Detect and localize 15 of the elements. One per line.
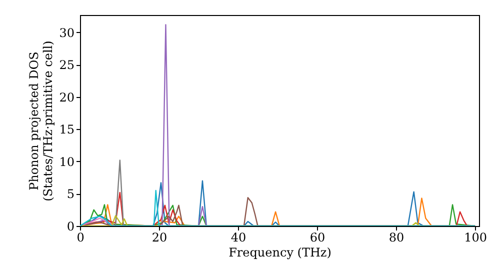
x-tick-label: 100 (464, 230, 488, 244)
y-tick-label: 15 (59, 122, 74, 137)
y-tick-label: 25 (59, 58, 74, 72)
x-tick-label: 20 (152, 230, 168, 244)
y-axis-title: Phonon projected DOS (States/THz·primitive cell) (27, 40, 56, 202)
x-tick-label: 0 (76, 230, 84, 244)
y-tick-label: 10 (59, 154, 74, 169)
y-tick-label: 0 (66, 220, 74, 234)
y-tick-label: 5 (66, 187, 74, 202)
x-axis-title: Frequency (THz) (228, 246, 332, 260)
x-tick-label: 40 (230, 230, 246, 244)
y-tick-label: 20 (59, 90, 74, 104)
x-tick-label: 80 (388, 230, 404, 244)
x-tick-label: 60 (310, 230, 326, 244)
y-tick-label: 30 (59, 26, 74, 40)
